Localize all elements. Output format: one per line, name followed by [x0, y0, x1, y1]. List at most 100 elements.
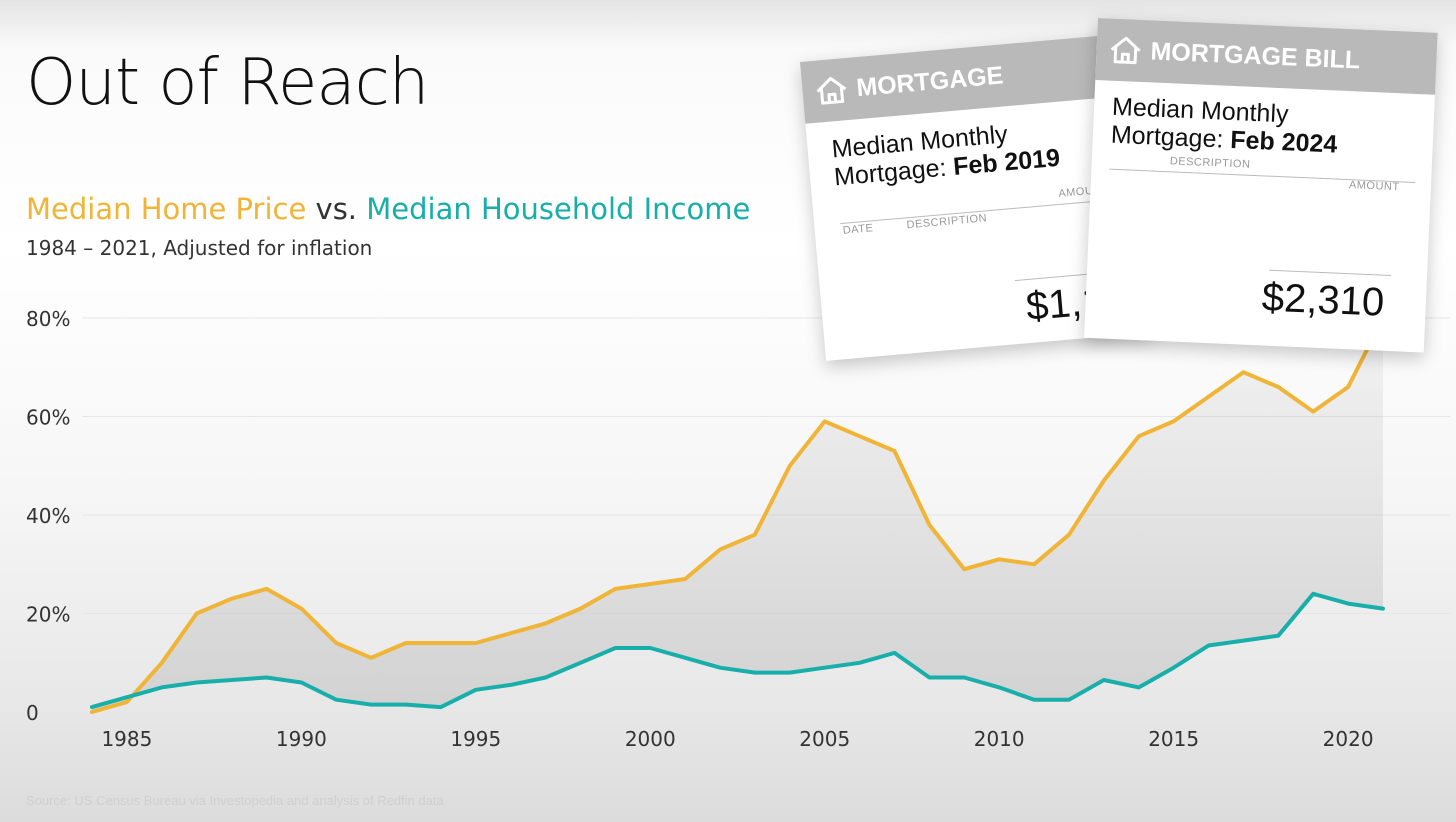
point-home-price	[1102, 479, 1106, 483]
point-household-income	[893, 651, 897, 655]
bill-amount: $2,310	[1261, 275, 1386, 325]
bill-divider	[1109, 168, 1416, 183]
point-household-income	[858, 661, 862, 665]
point-home-price	[683, 577, 687, 581]
point-household-income	[823, 666, 827, 670]
point-home-price	[858, 434, 862, 438]
point-home-price	[823, 419, 827, 423]
chart-subtitle: 1984 – 2021, Adjusted for inflation	[26, 236, 373, 260]
x-tick-label: 2000	[625, 727, 676, 751]
point-home-price	[125, 700, 129, 704]
bill-header: MORTGAGE BILL	[1095, 18, 1438, 95]
bill-header-label: MORTGAGE BILL	[1150, 36, 1361, 74]
point-household-income	[1346, 602, 1350, 606]
description-column-label: DESCRIPTION	[1169, 155, 1251, 171]
date-column-label: DATE	[842, 222, 874, 237]
bill-title-prefix: Mortgage:	[1110, 120, 1231, 154]
mortgage-bill-2019: MORTGAGE Median Monthly Mortgage: Feb 20…	[800, 33, 1155, 361]
y-tick-label: 60%	[26, 406, 70, 430]
point-home-price	[299, 607, 303, 611]
point-household-income	[439, 705, 443, 709]
point-household-income	[544, 676, 548, 680]
point-home-price	[90, 710, 94, 714]
point-household-income	[195, 680, 199, 684]
point-home-price	[1032, 562, 1036, 566]
point-home-price	[195, 612, 199, 616]
area-between-series	[92, 318, 1383, 712]
point-home-price	[1311, 410, 1315, 414]
point-household-income	[578, 661, 582, 665]
house-icon	[1110, 36, 1141, 65]
point-home-price	[544, 621, 548, 625]
point-household-income	[264, 676, 268, 680]
y-tick-label: 0	[26, 701, 39, 725]
point-household-income	[788, 671, 792, 675]
point-household-income	[613, 646, 617, 650]
series-line-household-income	[90, 591, 1385, 710]
point-home-price	[230, 597, 234, 601]
chart-headline: Median Home Price vs. Median Household I…	[26, 192, 750, 226]
bill-title-date: Feb 2024	[1229, 125, 1338, 159]
point-home-price	[613, 587, 617, 591]
point-household-income	[718, 666, 722, 670]
description-column-label: DESCRIPTION	[906, 212, 988, 232]
legend-household-income: Median Household Income	[366, 192, 751, 226]
point-home-price	[578, 607, 582, 611]
point-household-income	[404, 703, 408, 707]
point-home-price	[648, 582, 652, 586]
x-tick-label: 1985	[101, 727, 152, 751]
point-household-income	[753, 671, 757, 675]
point-household-income	[125, 695, 129, 699]
y-tick-label: 40%	[26, 504, 70, 528]
point-household-income	[1311, 592, 1315, 596]
point-household-income	[230, 678, 234, 682]
point-home-price	[1276, 385, 1280, 389]
point-household-income	[90, 705, 94, 709]
point-home-price	[788, 464, 792, 468]
point-home-price	[1172, 419, 1176, 423]
point-home-price	[1346, 385, 1350, 389]
point-household-income	[1207, 644, 1211, 648]
point-home-price	[718, 547, 722, 551]
point-household-income	[1102, 678, 1106, 682]
y-tick-label: 80%	[26, 307, 70, 331]
point-household-income	[334, 698, 338, 702]
point-home-price	[264, 587, 268, 591]
point-home-price	[1241, 370, 1245, 374]
point-home-price	[334, 641, 338, 645]
point-home-price	[753, 533, 757, 537]
point-home-price	[509, 631, 513, 635]
point-household-income	[997, 685, 1001, 689]
point-household-income	[927, 676, 931, 680]
point-home-price	[962, 567, 966, 571]
point-home-price	[1207, 395, 1211, 399]
point-home-price	[369, 656, 373, 660]
house-icon	[816, 76, 847, 105]
page-title: Out of Reach	[26, 46, 429, 120]
point-household-income	[962, 676, 966, 680]
x-tick-label: 2005	[799, 727, 850, 751]
x-tick-label: 2020	[1323, 727, 1374, 751]
point-household-income	[1172, 666, 1176, 670]
point-household-income	[1276, 634, 1280, 638]
point-home-price	[1067, 533, 1071, 537]
bill-title: Median Monthly Mortgage: Feb 2024	[1110, 93, 1339, 159]
series-line-home-price	[90, 316, 1385, 714]
point-home-price	[1137, 434, 1141, 438]
legend-vs: vs.	[315, 192, 358, 226]
source-note: Source: US Census Bureau via Investopedi…	[26, 793, 444, 808]
point-household-income	[1241, 639, 1245, 643]
point-home-price	[997, 557, 1001, 561]
point-home-price	[474, 641, 478, 645]
bill-header-label: MORTGAGE	[855, 60, 1005, 102]
legend-home-price: Median Home Price	[26, 192, 307, 226]
point-home-price	[893, 449, 897, 453]
point-household-income	[474, 688, 478, 692]
amount-divider	[1269, 269, 1392, 277]
mortgage-bill-2024: MORTGAGE BILL Median Monthly Mortgage: F…	[1084, 18, 1438, 353]
point-household-income	[648, 646, 652, 650]
point-household-income	[160, 685, 164, 689]
point-household-income	[1032, 698, 1036, 702]
point-household-income	[683, 656, 687, 660]
